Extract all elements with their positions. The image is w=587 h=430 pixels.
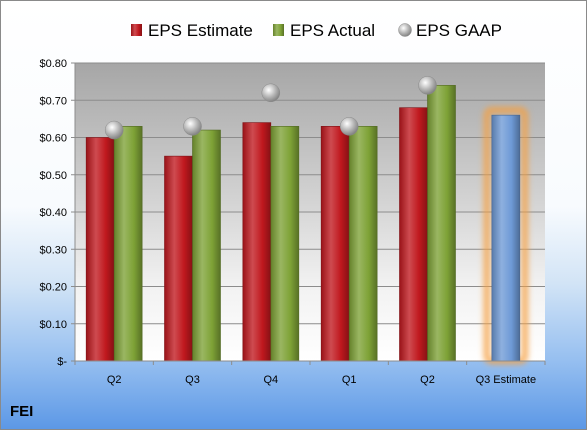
x-tick-label: Q3 Estimate bbox=[476, 374, 537, 386]
bar-eps-actual-4 bbox=[427, 85, 456, 362]
bar-eps-estimate-1 bbox=[164, 155, 193, 362]
legend-swatch-eps-estimate bbox=[131, 24, 142, 36]
y-tick-label: $0.50 bbox=[39, 170, 67, 182]
x-tick-label: Q2 bbox=[107, 374, 122, 386]
bar-eps-estimate-0 bbox=[85, 137, 115, 362]
y-tick-label: $0.40 bbox=[39, 207, 67, 219]
marker-eps-gaap-3 bbox=[339, 117, 359, 136]
marker-eps-gaap-1 bbox=[183, 117, 202, 136]
x-tick-label: Q1 bbox=[342, 374, 357, 386]
y-tick-label: $0.30 bbox=[39, 244, 67, 256]
x-tick-label: Q2 bbox=[420, 374, 435, 386]
bar-eps-actual-2 bbox=[270, 126, 300, 362]
marker-eps-gaap-0 bbox=[104, 120, 124, 140]
bar-eps-actual-3 bbox=[348, 126, 378, 362]
legend-label: EPS Actual bbox=[290, 21, 375, 40]
y-tick-label: $0.60 bbox=[39, 133, 67, 145]
y-tick-label: $0.70 bbox=[39, 95, 67, 107]
legend-label: EPS GAAP bbox=[416, 21, 502, 40]
marker-eps-gaap-2 bbox=[261, 83, 281, 103]
legend-marker-eps-gaap bbox=[398, 23, 412, 37]
bar-eps-actual-1 bbox=[192, 129, 221, 362]
x-tick-label: Q3 bbox=[185, 374, 200, 386]
bar-estimate-5 bbox=[491, 114, 521, 362]
legend-label: EPS Estimate bbox=[148, 21, 253, 40]
legend-swatch-eps-actual bbox=[273, 24, 284, 36]
y-tick-label: $- bbox=[57, 356, 67, 368]
y-tick-label: $0.20 bbox=[39, 282, 67, 294]
bar-eps-estimate-3 bbox=[320, 126, 350, 362]
bar-eps-estimate-2 bbox=[242, 122, 272, 362]
marker-eps-gaap-4 bbox=[418, 76, 437, 95]
y-tick-label: $0.10 bbox=[39, 319, 67, 331]
ticker-label: FEI bbox=[10, 403, 34, 420]
y-tick-label: $0.80 bbox=[39, 58, 67, 70]
x-tick-label: Q4 bbox=[263, 374, 278, 386]
bar-eps-actual-0 bbox=[113, 126, 143, 362]
bar-eps-estimate-4 bbox=[399, 107, 428, 362]
